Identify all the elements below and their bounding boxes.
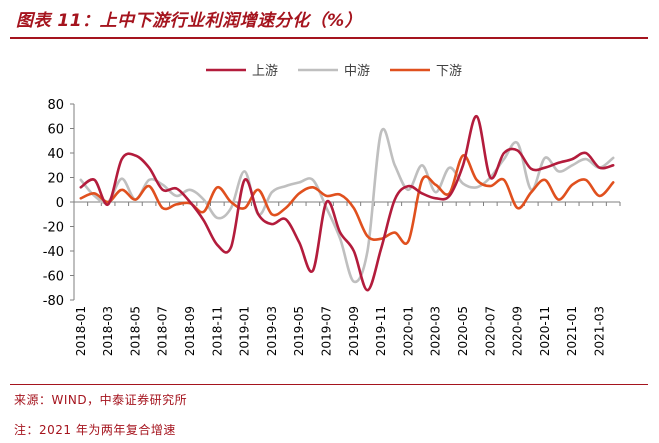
y-tick-label: -20 [43, 221, 64, 236]
y-tick-label: 0 [56, 196, 64, 211]
footer-rule [10, 384, 648, 385]
x-tick-label: 2021-01 [565, 306, 579, 356]
y-tick-label: 40 [47, 147, 64, 162]
y-tick-label: -80 [43, 294, 64, 309]
y-tick-label: 80 [47, 98, 64, 113]
x-tick-label: 2020-07 [483, 306, 497, 356]
x-tick-label: 2020-11 [538, 306, 552, 356]
legend-item-upstream: 上游 [206, 64, 278, 79]
x-tick-label: 2020-01 [401, 306, 415, 356]
y-tick-label: 20 [47, 172, 64, 187]
x-tick-label: 2018-03 [101, 306, 115, 356]
chart-legend: 上游 中游 下游 [206, 64, 462, 79]
y-tick-label: -40 [43, 245, 64, 260]
series-line-upstream [79, 114, 615, 292]
x-tick-label: 2021-03 [593, 306, 607, 356]
y-tick-label: 60 [47, 123, 64, 138]
y-axis: 80 60 40 20 0 -20 -40 -60 -80 [43, 98, 75, 309]
x-tick-label: 2018-09 [183, 306, 197, 356]
x-tick-label: 2018-07 [156, 306, 170, 356]
x-tick-label: 2019-09 [347, 306, 361, 356]
legend-label: 上游 [252, 64, 278, 79]
x-tick-label: 2019-01 [238, 306, 252, 356]
legend-item-downstream: 下游 [390, 64, 462, 79]
series-line-downstream [79, 154, 615, 245]
legend-label: 中游 [344, 64, 370, 79]
figure-title: 图表 11：上中下游行业利润增速分化（%） [16, 11, 363, 31]
x-tick-label: 2019-03 [265, 306, 279, 356]
legend-item-midstream: 中游 [298, 64, 370, 79]
x-tick-label: 2019-11 [374, 306, 388, 356]
y-tick-label: -60 [43, 270, 64, 285]
series-line-midstream [79, 127, 615, 284]
series-layer [79, 114, 615, 292]
footnote: 注：2021 年为两年复合增速 [14, 423, 176, 437]
x-tick-label: 2018-05 [128, 306, 142, 356]
x-axis: 2018-01 2018-03 2018-05 2018-07 2018-09 2018-… [73, 201, 621, 356]
x-tick-label: 2019-05 [292, 306, 306, 356]
x-tick-label: 2018-11 [210, 306, 224, 356]
x-tick-label: 2020-05 [456, 306, 470, 356]
title-rule [10, 37, 648, 39]
x-tick-label: 2020-03 [429, 306, 443, 356]
x-tick-label: 2018-01 [74, 306, 88, 356]
x-tick-label: 2020-09 [511, 306, 525, 356]
source-note: 来源：WIND，中泰证券研究所 [14, 393, 188, 407]
legend-label: 下游 [436, 64, 462, 79]
x-tick-label: 2019-07 [320, 306, 334, 356]
